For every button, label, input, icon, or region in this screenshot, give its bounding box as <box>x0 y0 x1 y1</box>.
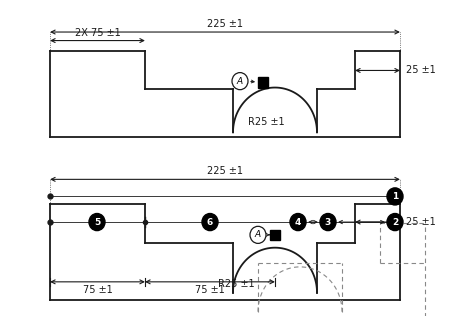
Circle shape <box>320 214 336 231</box>
Text: 75 ±1: 75 ±1 <box>195 285 225 295</box>
Text: R25 ±1: R25 ±1 <box>218 279 255 289</box>
Circle shape <box>387 188 403 205</box>
Text: 75 ±1: 75 ±1 <box>82 285 112 295</box>
Text: 6: 6 <box>207 217 213 227</box>
Text: 2X 75 ±1: 2X 75 ±1 <box>74 28 120 39</box>
Text: R25 ±1: R25 ±1 <box>248 118 284 127</box>
Text: 1: 1 <box>392 192 398 201</box>
Circle shape <box>89 214 105 231</box>
Circle shape <box>387 214 403 231</box>
Bar <box>270 229 280 240</box>
Text: 25 ±1: 25 ±1 <box>406 217 436 227</box>
Bar <box>258 77 268 88</box>
Text: 3: 3 <box>325 217 331 227</box>
Circle shape <box>290 214 306 231</box>
Text: 225 ±1: 225 ±1 <box>207 166 243 176</box>
Text: A: A <box>237 77 243 86</box>
Text: A: A <box>255 230 261 239</box>
Text: 4: 4 <box>295 217 301 227</box>
Circle shape <box>202 214 218 231</box>
Text: 225 ±1: 225 ±1 <box>207 19 243 29</box>
Text: 5: 5 <box>94 217 100 227</box>
Text: 25 ±1: 25 ±1 <box>406 65 436 76</box>
Text: 2: 2 <box>392 217 398 227</box>
